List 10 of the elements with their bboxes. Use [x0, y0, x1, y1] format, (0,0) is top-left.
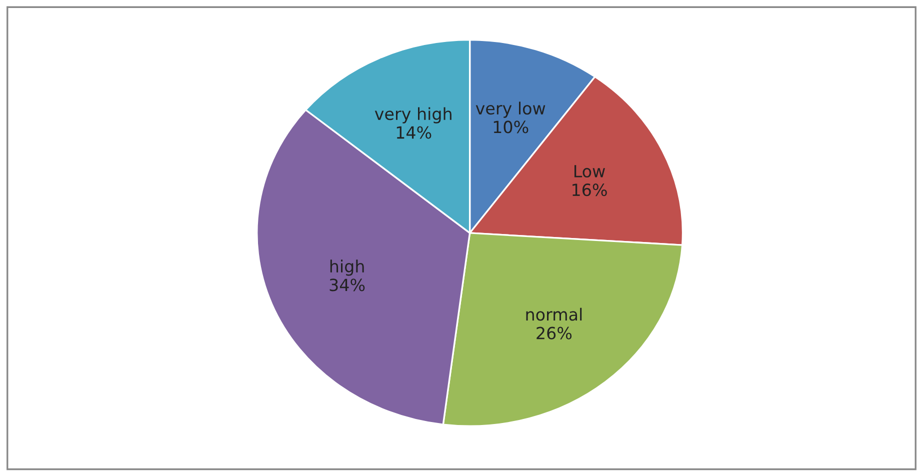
data-label: 34% — [330, 278, 365, 292]
data-label: 10% — [494, 120, 528, 134]
data-label: 16% — [572, 184, 607, 196]
slice-label: Low — [574, 165, 605, 178]
slice-label: high — [330, 260, 364, 276]
data-label: 26% — [536, 326, 572, 340]
slice-label: very high — [374, 107, 452, 124]
data-label: 14% — [396, 126, 432, 139]
slice-label: very low — [476, 102, 546, 118]
slice-label: normal — [526, 308, 582, 321]
